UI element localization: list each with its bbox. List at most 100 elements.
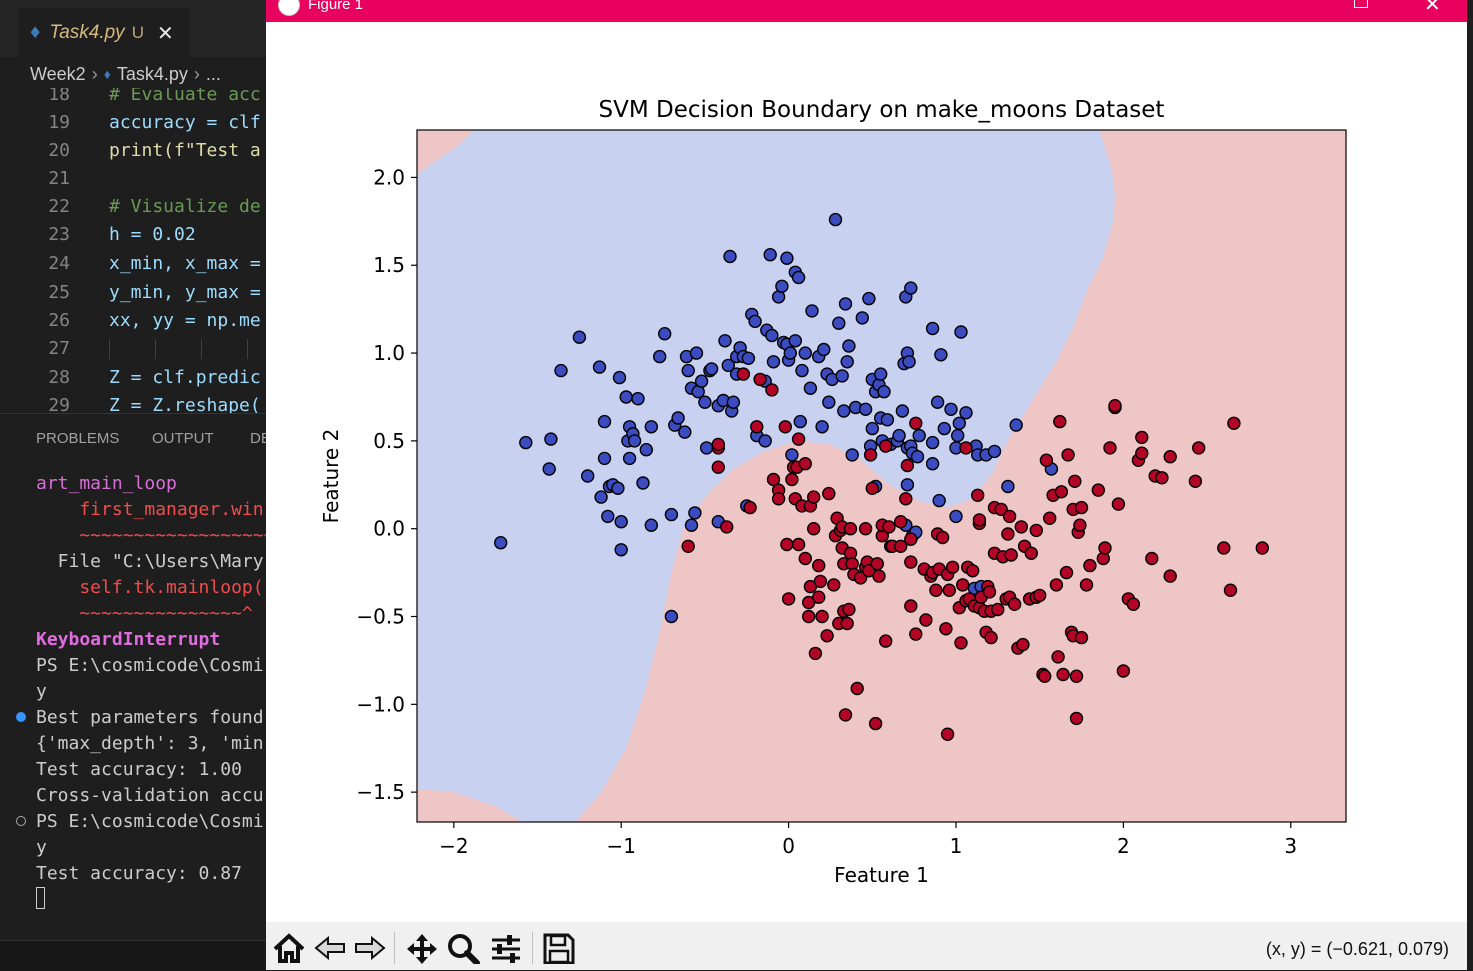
breadcrumb-folder[interactable]: Week2 <box>30 63 86 84</box>
chevron-right-icon: › <box>193 63 200 84</box>
point-class0 <box>594 490 608 504</box>
tab-problems[interactable]: PROBLEMS <box>36 430 120 447</box>
point-class1 <box>1068 474 1082 488</box>
tab-close-icon[interactable]: ✕ <box>156 20 174 45</box>
close-button[interactable]: ✕ <box>1424 0 1441 16</box>
point-class0 <box>780 251 794 265</box>
point-class1 <box>781 592 796 606</box>
configure-icon[interactable] <box>488 932 524 964</box>
point-class0 <box>763 247 777 262</box>
point-class0 <box>925 457 940 471</box>
point-class1 <box>743 500 757 515</box>
tab-debug-console[interactable]: DE <box>250 430 271 447</box>
point-class1 <box>904 532 918 546</box>
point-class1 <box>1126 597 1141 611</box>
point-class0 <box>614 543 628 557</box>
breadcrumb-file[interactable]: Task4.py <box>116 63 188 84</box>
point-class1 <box>1163 450 1177 464</box>
code-text: x_min, x_max = <box>109 253 261 274</box>
point-class0 <box>925 435 940 450</box>
point-class0 <box>519 435 533 450</box>
point-class1 <box>1039 453 1054 467</box>
point-class1 <box>842 602 856 617</box>
point-class0 <box>597 414 612 429</box>
code-line: 20 print(f"Test a <box>0 137 270 165</box>
point-class1 <box>1069 711 1084 726</box>
maximize-button[interactable] <box>1354 0 1368 8</box>
window-titlebar[interactable]: Figure 1 ✕ <box>266 0 1467 22</box>
point-class0 <box>721 358 735 373</box>
point-class1 <box>971 488 985 502</box>
command-pending-dot-icon[interactable] <box>16 816 26 826</box>
terminal-line: ~~~~~~~~~~~~~~~~~~~ <box>36 525 286 546</box>
code-line: 19 accuracy = clf <box>0 109 270 137</box>
point-class0 <box>639 443 653 457</box>
x-tick-label: −1 <box>606 834 635 858</box>
point-class0 <box>815 420 829 434</box>
point-class1 <box>991 602 1005 617</box>
terminal-line: PS E:\cosmicode\Cosmi <box>36 655 264 676</box>
line-number: 19 <box>48 112 70 133</box>
pan-icon[interactable] <box>404 932 440 964</box>
command-success-dot-icon[interactable] <box>16 712 26 722</box>
point-class0 <box>902 355 916 369</box>
point-class1 <box>942 583 956 597</box>
point-class0 <box>631 392 645 406</box>
point-class1 <box>1111 497 1126 511</box>
point-class1 <box>1029 523 1043 538</box>
bottom-panel: PROBLEMS OUTPUT DE <box>0 413 271 941</box>
y-axis-label: Feature 2 <box>319 429 343 524</box>
point-class1 <box>766 472 781 487</box>
back-icon[interactable] <box>314 932 348 964</box>
point-class0 <box>581 469 595 483</box>
point-class0 <box>1009 418 1023 432</box>
point-class0 <box>627 434 642 448</box>
forward-icon[interactable] <box>352 932 386 964</box>
point-class0 <box>681 363 695 378</box>
point-class1 <box>840 616 854 631</box>
code-line: 26 xx, yy = np.me <box>0 307 270 335</box>
editor-tab-task4[interactable]: ♦ Task4.py U ✕ <box>18 8 190 57</box>
point-class1 <box>681 539 695 553</box>
plot-canvas[interactable]: −2 −1 0 1 2 3 −1.5 −1.0 −0.5 0.0 0.5 1.0 1.5 2.0 SVM… <box>266 22 1467 922</box>
point-class1 <box>815 609 829 624</box>
point-class1 <box>813 574 828 589</box>
zoom-icon[interactable] <box>446 932 482 964</box>
point-class0 <box>795 363 809 378</box>
point-class0 <box>572 330 587 344</box>
point-class0 <box>987 444 1002 459</box>
point-class0 <box>658 327 672 341</box>
terminal-line: KeyboardInterrupt <box>36 629 221 650</box>
point-class1 <box>899 492 913 506</box>
breadcrumb-more[interactable]: ... <box>205 63 221 84</box>
vscode-window: ♦ Task4.py U ✕ Week2 › ♦ Task4.py › ... … <box>0 0 285 971</box>
point-class1 <box>1054 485 1069 499</box>
y-tick-label: 0.0 <box>373 517 405 541</box>
point-class0 <box>951 428 965 443</box>
point-class0 <box>840 355 854 369</box>
home-icon[interactable] <box>272 932 306 964</box>
matplotlib-figure-window: Figure 1 ✕ −2 −1 0 1 2 3 −1.5 −1.0 −0.5 0.0 0.5 1.… <box>266 0 1467 970</box>
point-class1 <box>994 502 1008 517</box>
point-class1 <box>1192 441 1206 455</box>
point-class1 <box>919 613 933 627</box>
point-class1 <box>1051 650 1065 664</box>
point-class1 <box>1043 511 1057 525</box>
code-line: 28 Z = clf.predic <box>0 364 270 392</box>
point-class0 <box>817 342 831 357</box>
code-text: h = 0.02 <box>109 224 196 245</box>
point-class0 <box>748 314 762 329</box>
point-class1 <box>872 569 886 583</box>
line-number: 18 <box>48 88 70 105</box>
point-class1 <box>791 432 806 446</box>
terminal-line: art_main_loop <box>36 473 177 494</box>
chevron-right-icon: › <box>91 63 98 84</box>
code-editor[interactable]: 18 # Evaluate acc 19 accuracy = clf 20 prin… <box>0 88 270 413</box>
point-class1 <box>791 537 806 552</box>
tab-output[interactable]: OUTPUT <box>152 430 214 447</box>
point-class1 <box>972 513 987 527</box>
save-icon[interactable] <box>542 932 576 964</box>
point-class1 <box>904 599 918 613</box>
window-title: Figure 1 <box>308 0 364 13</box>
point-class0 <box>554 363 568 378</box>
